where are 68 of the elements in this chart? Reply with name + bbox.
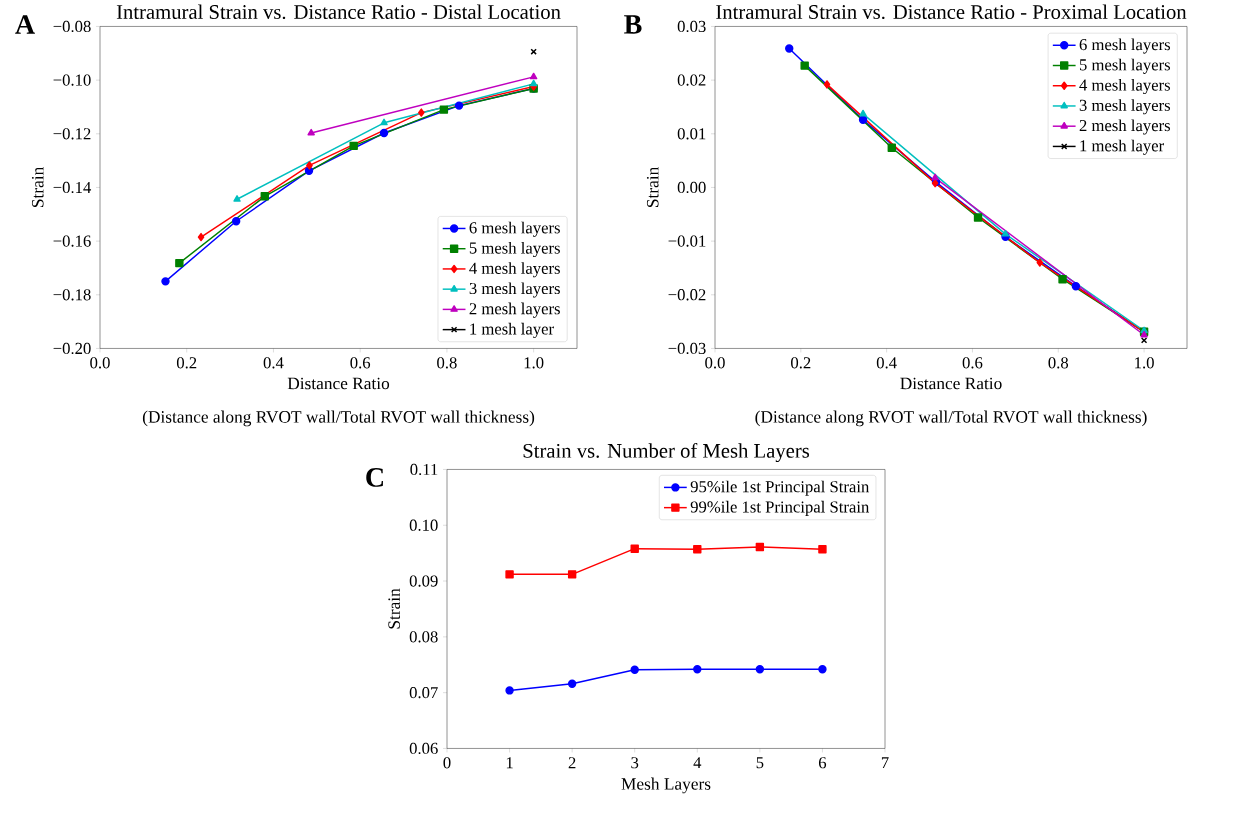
x-tick-label: 0.4: [876, 356, 897, 369]
y-tick-label: 0.09: [409, 575, 438, 587]
x-tick-label: 0.6: [350, 356, 371, 369]
legend-label: 99%ile 1st Principal Strain: [690, 500, 870, 516]
y-tick-label: −0.02: [668, 288, 706, 301]
legend-label: 2 mesh layers: [469, 302, 560, 318]
x-tick-label: 0.4: [263, 356, 284, 369]
text: (Distance along RVOT wall/Total RVOT wall thickness): [755, 410, 1147, 427]
x-tick-label: 2: [568, 756, 576, 768]
y-tick-label: −0.18: [53, 288, 91, 301]
x-tick-label: 1.0: [1135, 356, 1154, 369]
y-tick-label: −0.20: [53, 342, 91, 354]
x-tick-label: 0.2: [176, 356, 197, 369]
text: (Distance along RVOT wall/Total RVOT wall thickness): [142, 410, 535, 427]
chart-title: Intramural Strain vs. Distance Ratio - Distal Location: [116, 4, 561, 19]
legend-label: 3 mesh layers: [1079, 98, 1171, 115]
legend-label: 4 mesh layers: [469, 261, 560, 278]
text: C: [366, 467, 383, 487]
x-axis-title: Distance Ratio: [287, 377, 390, 390]
y-tick-label: 0.01: [677, 127, 706, 140]
y-tick-label: −0.08: [53, 20, 91, 32]
x-tick-label: 0.2: [791, 356, 811, 369]
text: B: [624, 15, 642, 34]
y-axis-title: Strain: [31, 166, 44, 207]
y-tick-label: −0.14: [53, 181, 92, 193]
chart-title: Strain vs. Number of Mesh Layers: [523, 442, 810, 462]
legend-label: 1 mesh layer: [1080, 139, 1164, 155]
y-tick-label: 0.07: [409, 686, 438, 699]
y-tick-label: −0.16: [53, 235, 91, 247]
y-tick-label: 0.06: [409, 742, 438, 754]
x-tick-label: 6: [818, 756, 827, 769]
x-tick-label: 1.0: [524, 356, 544, 369]
legend-label: 3 mesh layers: [469, 282, 560, 298]
x-tick-label: 0.8: [1048, 356, 1069, 369]
x-tick-label: 0.8: [437, 356, 457, 369]
y-axis-title: Strain: [646, 166, 659, 207]
y-tick-label: −0.03: [668, 342, 706, 354]
x-axis-title: Mesh Layers: [621, 777, 711, 794]
y-tick-label: 0.03: [677, 20, 706, 32]
legend-label: 6 mesh layers: [469, 221, 560, 237]
legend-label: 6 mesh layers: [1079, 38, 1171, 54]
x-tick-label: 7: [881, 756, 889, 768]
text: A: [15, 14, 35, 34]
y-tick-label: −0.10: [53, 74, 91, 86]
x-tick-label: 1: [506, 756, 513, 768]
legend-label: 2 mesh layers: [1079, 119, 1171, 135]
legend-label: 95%ile 1st Principal Strain: [690, 480, 870, 496]
x-tick-label: 0: [443, 756, 451, 769]
x-tick-label: 5: [756, 756, 764, 769]
y-tick-label: 0.08: [409, 630, 438, 643]
x-tick-label: 0.6: [962, 356, 983, 369]
x-tick-label: 0.0: [705, 356, 725, 369]
y-tick-label: 0.11: [410, 463, 438, 475]
legend-label: 5 mesh layers: [469, 241, 560, 257]
y-axis-title: Strain: [388, 588, 400, 629]
x-tick-label: 3: [631, 756, 639, 769]
x-axis-title: Distance Ratio: [900, 377, 1002, 390]
x-tick-label: 0.0: [90, 356, 110, 369]
legend-label: 5 mesh layers: [1079, 58, 1171, 74]
y-tick-label: 0.10: [409, 519, 438, 531]
legend-label: 1 mesh layer: [470, 322, 554, 338]
y-tick-label: 0.00: [677, 181, 706, 193]
legend-label: 4 mesh layers: [1079, 78, 1171, 94]
y-tick-label: −0.01: [668, 235, 706, 247]
chart-title: Intramural Strain vs. Distance Ratio - Proximal Location: [716, 4, 1187, 19]
y-tick-label: 0.02: [677, 74, 706, 86]
x-tick-label: 4: [693, 756, 702, 768]
y-tick-label: −0.12: [53, 127, 91, 140]
